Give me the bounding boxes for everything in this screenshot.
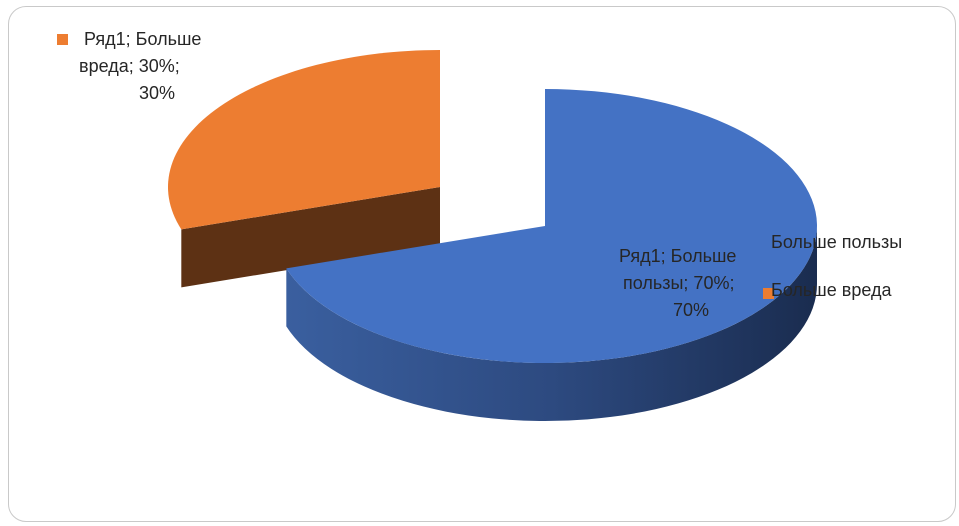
slice-benefit-side [286,226,817,422]
legend-label-harm: Больше вреда [771,280,892,300]
data-label-benefit-line-1: Ряд1; Больше [619,246,737,266]
slice-harm-wall [181,187,440,288]
slice-benefit [286,89,817,363]
data-label-benefit-line-2: пользы; 70%; [623,273,735,293]
legend-label-benefit: Больше пользы [771,232,903,252]
legend-swatch-benefit [763,240,774,251]
data-label-harm-line-2: вреда; 30%; [79,56,180,76]
data-label-harm: Ряд1; Больше вреда; 30%; 30% [57,26,257,107]
legend-swatch-harm [763,288,774,299]
data-label-benefit-line-3: 70% [673,300,710,320]
data-label-benefit-swatch [596,251,607,262]
data-label-harm-swatch [57,34,68,45]
data-label-harm-line-1: Ряд1; Больше [84,29,202,49]
data-label-harm-line-3: 30% [139,83,176,103]
data-label-benefit: Ряд1; Больше пользы; 70%; 70% [596,243,796,324]
slice-harm [167,50,440,230]
